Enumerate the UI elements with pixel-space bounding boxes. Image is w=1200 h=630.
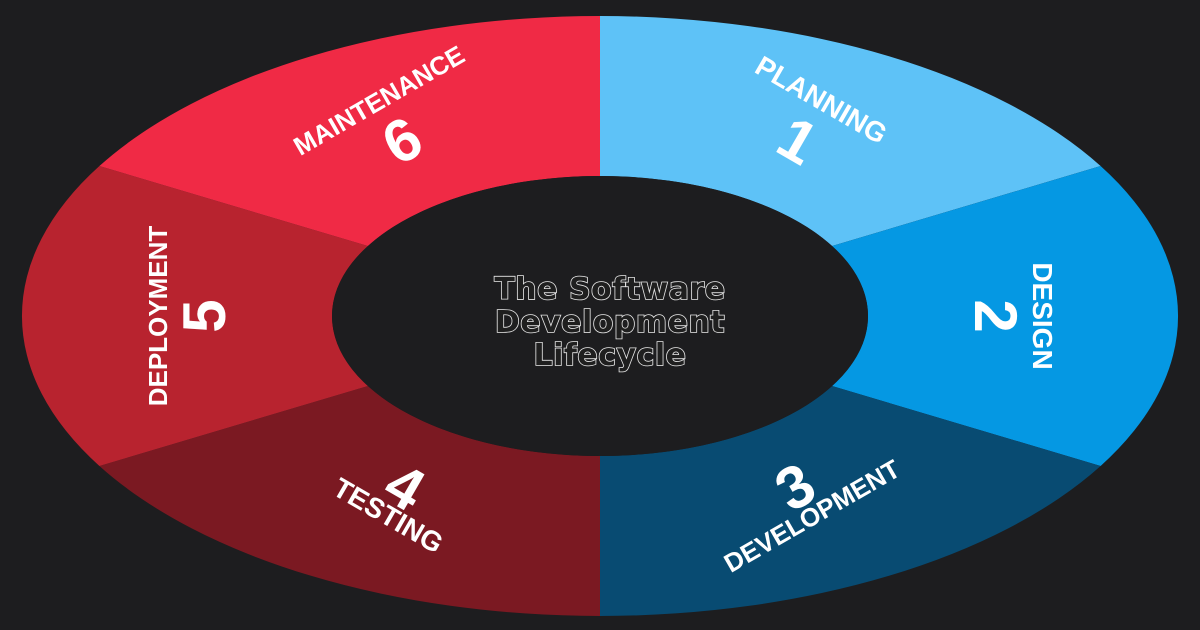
number-design: 2: [962, 299, 1029, 332]
center-title: The Software Development Lifecycle: [494, 271, 726, 374]
segment-design: [832, 166, 1179, 466]
segment-testing: [99, 386, 601, 616]
center-hub: [332, 176, 868, 456]
center-title-line-3: Lifecycle: [533, 338, 686, 373]
center-title-line-2: Development: [495, 305, 725, 340]
label-design: DESIGN: [1027, 262, 1058, 369]
cycle-segments: [21, 15, 1179, 616]
segment-development: [600, 386, 1101, 616]
center-title-line-1: The Software: [494, 272, 725, 307]
number-deployment: 5: [171, 299, 238, 332]
label-deployment: DEPLOYMENT: [143, 226, 173, 407]
segment-deployment: [21, 166, 368, 466]
segment-maintenance: [99, 15, 601, 247]
segment-planning: [600, 15, 1101, 246]
